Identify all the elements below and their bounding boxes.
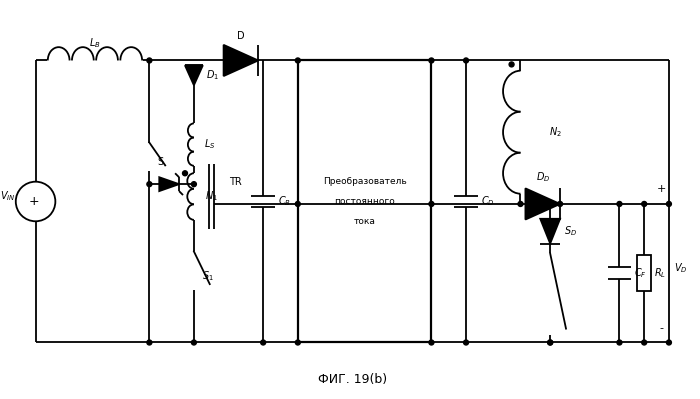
Circle shape bbox=[642, 201, 647, 206]
Circle shape bbox=[429, 58, 434, 63]
Circle shape bbox=[183, 171, 188, 176]
Circle shape bbox=[547, 340, 552, 345]
Circle shape bbox=[463, 340, 468, 345]
Circle shape bbox=[260, 340, 266, 345]
Circle shape bbox=[666, 201, 671, 206]
Text: $V_D$: $V_D$ bbox=[674, 261, 687, 275]
Bar bbox=[637, 255, 651, 291]
Circle shape bbox=[666, 340, 671, 345]
Circle shape bbox=[617, 340, 622, 345]
Text: $S_D$: $S_D$ bbox=[564, 224, 577, 238]
Text: $C_B$: $C_B$ bbox=[278, 195, 291, 208]
Polygon shape bbox=[540, 219, 560, 243]
Text: $C_F$: $C_F$ bbox=[634, 266, 647, 280]
Circle shape bbox=[191, 340, 197, 345]
Text: $C_D$: $C_D$ bbox=[481, 195, 495, 208]
Text: -: - bbox=[659, 323, 663, 333]
Circle shape bbox=[191, 182, 197, 187]
Circle shape bbox=[429, 201, 434, 206]
Text: +: + bbox=[657, 184, 666, 194]
Circle shape bbox=[295, 340, 300, 345]
Circle shape bbox=[295, 58, 300, 63]
Circle shape bbox=[509, 62, 514, 67]
Text: $N_2$: $N_2$ bbox=[550, 125, 562, 139]
Text: постоянного: постоянного bbox=[334, 197, 395, 206]
Bar bbox=[298, 61, 431, 342]
Text: ФИГ. 19(b): ФИГ. 19(b) bbox=[318, 373, 387, 385]
Polygon shape bbox=[160, 177, 179, 191]
Text: TR: TR bbox=[228, 177, 242, 187]
Circle shape bbox=[147, 340, 152, 345]
Text: $N_1$: $N_1$ bbox=[205, 190, 218, 203]
Circle shape bbox=[295, 201, 300, 206]
Circle shape bbox=[429, 340, 434, 345]
Text: тока: тока bbox=[354, 217, 376, 226]
Circle shape bbox=[558, 201, 563, 206]
Circle shape bbox=[463, 58, 468, 63]
Text: Преобразователь: Преобразователь bbox=[323, 177, 407, 186]
Text: S: S bbox=[158, 157, 163, 167]
Circle shape bbox=[642, 340, 647, 345]
Text: $R_L$: $R_L$ bbox=[654, 266, 666, 280]
Text: $V_{IN}$: $V_{IN}$ bbox=[0, 190, 15, 203]
Circle shape bbox=[547, 340, 552, 345]
Text: $L_S$: $L_S$ bbox=[204, 138, 216, 152]
Circle shape bbox=[518, 201, 523, 206]
Text: $D_D$: $D_D$ bbox=[536, 171, 550, 184]
Text: $S_1$: $S_1$ bbox=[202, 269, 214, 282]
Polygon shape bbox=[526, 188, 560, 219]
Circle shape bbox=[617, 201, 622, 206]
Polygon shape bbox=[185, 65, 203, 85]
Polygon shape bbox=[223, 45, 258, 76]
Text: $D_1$: $D_1$ bbox=[206, 68, 219, 82]
Text: +: + bbox=[28, 195, 39, 208]
Circle shape bbox=[147, 182, 152, 187]
Text: D: D bbox=[237, 31, 245, 41]
Circle shape bbox=[147, 58, 152, 63]
Text: $L_B$: $L_B$ bbox=[89, 37, 101, 50]
